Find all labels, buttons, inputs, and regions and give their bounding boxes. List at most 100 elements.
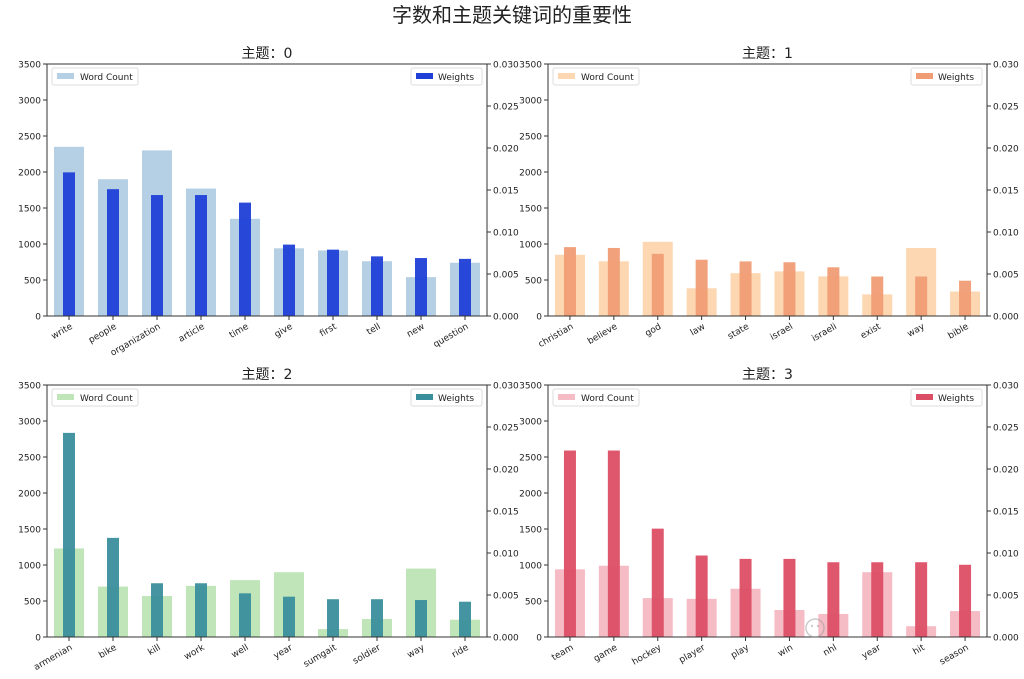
- ytick-left: 1000: [519, 241, 542, 251]
- ytick-right: 0.015: [493, 187, 519, 197]
- svg-text:Word Count: Word Count: [80, 394, 133, 404]
- legend-word-count: Word Count: [552, 67, 640, 86]
- ytick-right: 0.000: [993, 313, 1019, 323]
- bar-weight-play: [739, 558, 752, 637]
- bar-weight-state: [739, 261, 752, 316]
- xtick-label: christian: [537, 322, 576, 350]
- ytick-right: 0.010: [493, 550, 519, 560]
- ytick-left: 1500: [519, 205, 542, 215]
- bar-weight-bike: [107, 537, 119, 637]
- ytick-left: 1500: [18, 526, 41, 536]
- xtick-label: way: [906, 322, 927, 340]
- subplot-title: 主题：1: [742, 46, 793, 62]
- bar-weight-article: [195, 195, 207, 316]
- ytick-left: 0: [35, 634, 41, 644]
- ytick-left: 3000: [519, 418, 542, 428]
- svg-text:Word Count: Word Count: [581, 394, 634, 404]
- xtick-label: ride: [450, 643, 471, 661]
- legend-weights: Weights: [410, 67, 483, 86]
- ytick-left: 3000: [18, 97, 41, 107]
- ytick-left: 500: [525, 277, 542, 287]
- bar-weight-team: [563, 450, 576, 637]
- ytick-left: 500: [525, 598, 542, 608]
- xtick-label: article: [177, 322, 207, 345]
- svg-text:Weights: Weights: [438, 394, 474, 404]
- legend-word-count: Word Count: [51, 67, 139, 86]
- ytick-left: 1500: [18, 205, 41, 215]
- subplot-3: 主题：3 0 500 1000 1500 2000 2500 3000 3500 0.000 0.0…: [519, 367, 1019, 668]
- bar-weight-time: [239, 202, 251, 316]
- bar-weight-season: [959, 564, 972, 637]
- ytick-right: 0.005: [993, 271, 1019, 281]
- subplot-title: 主题：2: [242, 367, 293, 383]
- ytick-left: 3500: [18, 61, 41, 71]
- xtick-label: game: [592, 643, 620, 665]
- bar-weight-nhl: [827, 562, 840, 637]
- bar-weight-ride: [459, 601, 471, 637]
- ytick-left: 1500: [519, 526, 542, 536]
- ytick-left: 2500: [519, 454, 542, 464]
- bar-weight-armenian: [63, 432, 75, 637]
- ytick-right: 0.000: [493, 313, 519, 323]
- subplot-2: 主题：2 0 500 1000 1500 2000 2500 3000 3500 0.000 0.0…: [18, 367, 519, 673]
- ytick-right: 0.025: [993, 424, 1019, 434]
- bar-weight-question: [459, 258, 471, 316]
- ytick-right: 0.000: [993, 634, 1019, 644]
- bar-weight-people: [107, 189, 119, 316]
- legend-weights: Weights: [910, 67, 983, 86]
- svg-text:Word Count: Word Count: [80, 73, 133, 83]
- bar-weight-israel: [783, 262, 796, 316]
- bar-weight-god: [651, 253, 664, 316]
- ytick-right: 0.030: [993, 382, 1019, 392]
- ytick-right: 0.020: [993, 145, 1019, 155]
- svg-text:Weights: Weights: [938, 394, 974, 404]
- bar-weight-exist: [871, 276, 884, 316]
- watermark-logo-icon: [805, 618, 825, 638]
- svg-text:Word Count: Word Count: [581, 73, 634, 83]
- svg-text:Weights: Weights: [438, 73, 474, 83]
- ytick-right: 0.010: [493, 229, 519, 239]
- bar-weight-tell: [371, 256, 383, 316]
- xtick-label: player: [678, 643, 708, 666]
- ytick-left: 2500: [18, 133, 41, 143]
- ytick-left: 2000: [18, 169, 41, 179]
- ytick-right: 0.005: [493, 592, 519, 602]
- ytick-left: 1000: [18, 241, 41, 251]
- xtick-label: organization: [109, 322, 162, 359]
- ytick-left: 3000: [519, 97, 542, 107]
- ytick-left: 2000: [18, 490, 41, 500]
- xtick-label: state: [726, 322, 751, 342]
- ytick-left: 3500: [18, 382, 41, 392]
- bar-weight-israeli: [827, 267, 840, 316]
- legend-weights: Weights: [910, 388, 983, 407]
- bar-weight-kill: [151, 583, 163, 637]
- ytick-left: 0: [35, 313, 41, 323]
- xtick-label: tell: [365, 322, 382, 338]
- ytick-right: 0.005: [493, 271, 519, 281]
- xtick-label: well: [230, 643, 251, 661]
- subplot-title: 主题：0: [242, 46, 293, 62]
- ytick-left: 2000: [519, 169, 542, 179]
- xtick-label: soldier: [351, 643, 382, 667]
- bar-weight-new: [415, 258, 427, 316]
- bar-weight-bible: [959, 280, 972, 316]
- bar-weight-soldier: [371, 599, 383, 637]
- ytick-left: 1000: [18, 562, 41, 572]
- xtick-label: exist: [859, 322, 883, 342]
- bar-weight-hockey: [651, 528, 664, 637]
- bar-weight-christian: [563, 247, 576, 316]
- bar-weight-way: [915, 276, 928, 316]
- bar-weight-work: [195, 583, 207, 637]
- ytick-right: 0.030: [493, 61, 519, 71]
- ytick-left: 3000: [18, 418, 41, 428]
- subplot-0: 主题：0 0 500 1000 1500 2000 2500 3000 3500 0.000 0.0…: [18, 46, 519, 359]
- ytick-right: 0.025: [993, 103, 1019, 113]
- ytick-right: 0.020: [493, 145, 519, 155]
- legend-word-count: Word Count: [51, 388, 139, 407]
- ytick-right: 0.030: [493, 382, 519, 392]
- xtick-label: new: [405, 322, 426, 340]
- ytick-left: 2000: [519, 490, 542, 500]
- xtick-label: first: [318, 322, 339, 340]
- ytick-left: 0: [536, 313, 542, 323]
- ytick-left: 3500: [519, 61, 542, 71]
